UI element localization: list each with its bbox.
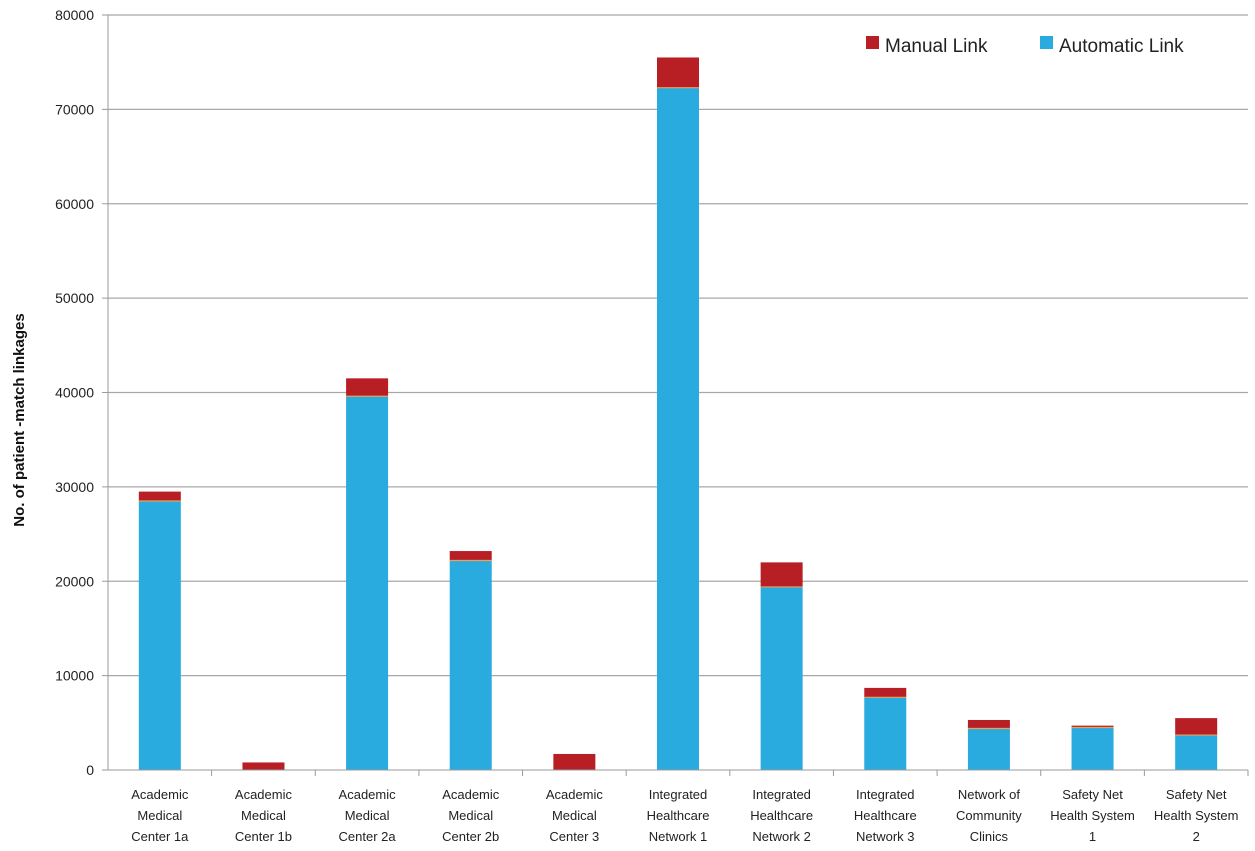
x-category-label: Integrated Healthcare Network 1 [647,787,710,844]
y-axis-ticks: 0 10000 20000 30000 40000 50000 60000 70000 8000… [55,7,108,778]
legend-swatch [1040,36,1053,49]
y-tick-label: 60000 [55,196,94,212]
y-tick-label: 40000 [55,385,94,401]
legend-label: Automatic Link [1059,36,1184,57]
x-category-label: Academic Medical Center 2b [442,787,500,844]
y-tick-label: 70000 [55,101,94,117]
x-category-label: Academic Medical Center 1b [235,787,293,844]
bars [138,57,1249,776]
x-category-label: Integrated Healthcare Network 3 [854,787,917,844]
bar-automatic-link [449,560,492,770]
bar-manual-link [864,687,907,698]
bar-manual-link [657,57,699,88]
y-tick-label: 0 [86,762,94,778]
bar-manual-link [967,719,1010,729]
bar-automatic-link [657,87,699,770]
bar-manual-link [138,491,181,502]
y-tick-label: 80000 [55,7,94,23]
bar-manual-link [1175,718,1218,736]
x-category-label: Academic Medical Center 2a [339,787,397,844]
x-category-label: Network of Community Clinics [956,787,1022,844]
legend-swatch [866,36,879,49]
x-category-label: Safety Net Health System 1 [1050,787,1135,844]
x-category-label: Academic Medical Center 3 [546,787,604,844]
x-axis-categories: Academic Medical Center 1a Academic Medical C… [131,787,1238,844]
bar-automatic-link [346,396,389,770]
bar-manual-link [1071,725,1114,728]
bar-manual-link [760,562,803,587]
bar-automatic-link [760,586,803,770]
bar-manual-link [242,762,285,770]
bar-manual-link [346,378,389,397]
bar-automatic-link [1175,735,1218,770]
bar-automatic-link [864,697,907,770]
y-tick-label: 50000 [55,290,94,306]
y-tick-label: 20000 [55,573,94,589]
bar-manual-link [449,551,492,561]
x-category-label: Academic Medical Center 1a [131,787,189,844]
legend: Manual Link Automatic Link [866,36,1184,57]
y-tick-label: 10000 [55,668,94,684]
y-tick-label: 30000 [55,479,94,495]
x-category-label: Integrated Healthcare Network 2 [750,787,813,844]
legend-label: Manual Link [885,36,988,57]
bar-automatic-link [967,728,1010,770]
bar-automatic-link [138,501,181,770]
bar-automatic-link [1071,727,1114,770]
x-category-label: Safety Net Health System 2 [1154,787,1239,844]
bar-manual-link [553,753,596,770]
y-axis-title: No. of patient -match linkages [11,313,28,526]
